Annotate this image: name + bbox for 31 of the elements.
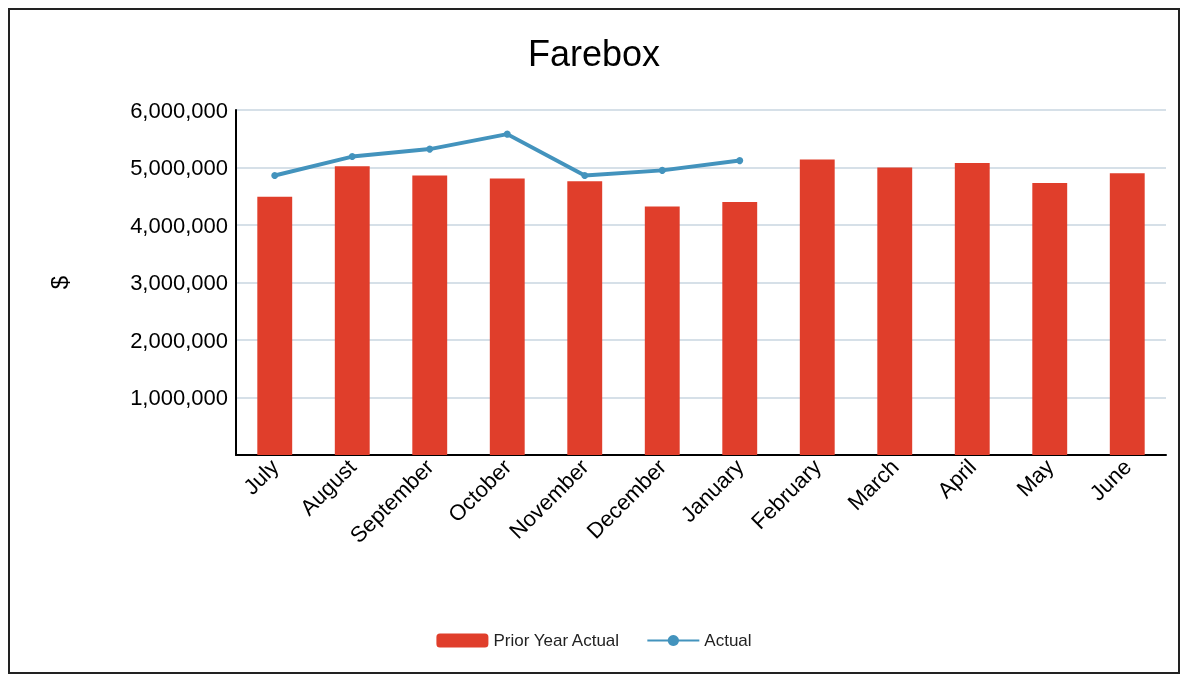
point: [426, 145, 434, 153]
point: [736, 157, 744, 165]
bar: [1109, 173, 1145, 455]
legend-label: Prior Year Actual: [493, 631, 620, 650]
y-tick-label: 6,000,000: [130, 97, 228, 123]
y-tick-label: 3,000,000: [130, 270, 228, 295]
y-axis-title: $: [45, 275, 73, 290]
y-tick-label: 1,000,000: [130, 385, 228, 410]
bar: [334, 166, 370, 455]
bar: [1032, 183, 1068, 455]
x-tick-label: May: [1011, 454, 1059, 502]
point: [503, 130, 511, 138]
point: [271, 172, 279, 180]
bar: [412, 175, 448, 455]
bar: [567, 181, 603, 455]
bar: [954, 162, 990, 455]
bar: [257, 196, 293, 455]
point: [658, 166, 666, 174]
bar: [722, 202, 758, 455]
bar: [644, 206, 680, 455]
y-tick-label: 5,000,000: [130, 155, 228, 180]
bar: [877, 167, 913, 455]
chart-title: Farebox: [527, 32, 661, 74]
point: [348, 153, 356, 161]
bar: [799, 159, 835, 455]
legend-label: Actual: [704, 631, 752, 650]
point: [581, 172, 589, 180]
bar: [489, 178, 525, 455]
x-tick-label: July: [238, 454, 284, 500]
y-tick-label: 4,000,000: [130, 212, 228, 238]
y-tick-label: 2,000,000: [130, 327, 228, 353]
